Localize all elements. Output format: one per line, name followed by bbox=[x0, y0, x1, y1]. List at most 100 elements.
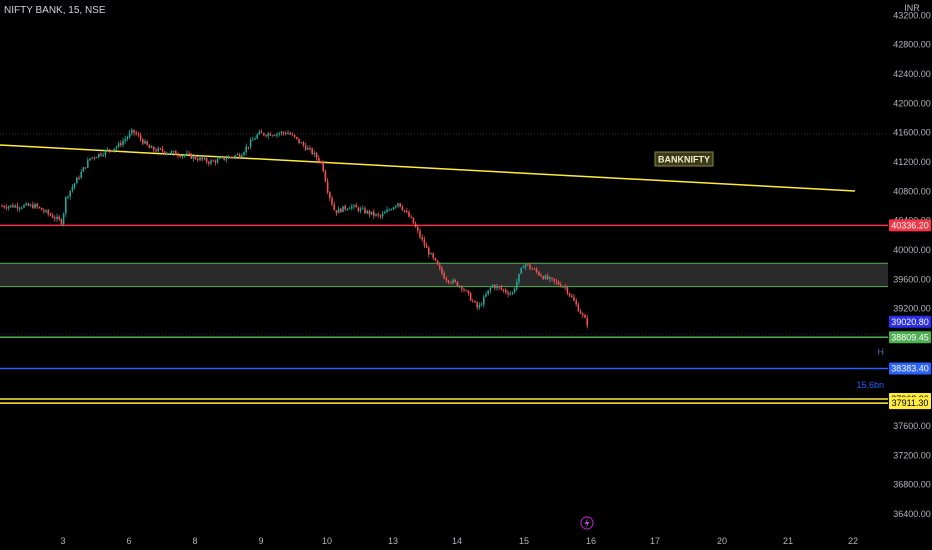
candle-body bbox=[518, 273, 520, 282]
annotation-label: BANKNIFTY bbox=[658, 155, 710, 165]
level-price-tag: 38809.45 bbox=[891, 332, 929, 342]
y-tick-label: 41200.00 bbox=[893, 157, 931, 167]
candle-body bbox=[309, 147, 311, 149]
candle-body bbox=[1, 206, 3, 207]
candle-body bbox=[478, 304, 481, 308]
candle-body bbox=[56, 216, 58, 220]
candle-body bbox=[388, 209, 390, 211]
candle-body bbox=[428, 247, 430, 255]
candle-body bbox=[106, 149, 109, 151]
candle-body bbox=[546, 275, 549, 280]
candle-body bbox=[95, 157, 98, 159]
candle-body bbox=[71, 187, 74, 191]
candle-body bbox=[214, 160, 217, 163]
candle-body bbox=[137, 134, 140, 136]
candle-body bbox=[98, 153, 100, 158]
candle-body bbox=[375, 214, 377, 216]
candle-body bbox=[263, 133, 265, 136]
candle-body bbox=[346, 208, 349, 210]
candle-body bbox=[161, 149, 164, 152]
candle-body bbox=[285, 133, 287, 135]
candle-body bbox=[329, 192, 331, 198]
candle-body bbox=[298, 138, 300, 143]
level-price-tag: 40336.20 bbox=[891, 220, 929, 230]
candle-body bbox=[370, 211, 373, 215]
candle-body bbox=[377, 214, 379, 216]
candle-body bbox=[463, 289, 465, 291]
candle-body bbox=[148, 144, 151, 149]
candle-body bbox=[500, 287, 503, 290]
candle-body bbox=[117, 143, 120, 147]
candle-body bbox=[335, 210, 338, 214]
candle-body bbox=[89, 158, 91, 161]
candle-body bbox=[357, 207, 360, 211]
level-price-tag: 37911.30 bbox=[892, 398, 929, 408]
candle-body bbox=[542, 276, 544, 280]
candle-body bbox=[40, 207, 43, 211]
candle-body bbox=[111, 150, 113, 152]
candle-body bbox=[49, 213, 52, 216]
candle-body bbox=[384, 212, 386, 214]
candle-body bbox=[390, 209, 393, 211]
candle-body bbox=[516, 281, 518, 290]
candle-body bbox=[430, 253, 432, 255]
candle-body bbox=[276, 133, 278, 136]
chart-grid bbox=[0, 133, 888, 335]
candle-body bbox=[443, 273, 445, 279]
candle-body bbox=[243, 152, 245, 156]
candle-body bbox=[25, 203, 27, 206]
candle-body bbox=[186, 153, 188, 156]
candle-body bbox=[535, 269, 538, 272]
candle-body bbox=[271, 135, 274, 137]
horizontal-levels bbox=[0, 224, 888, 404]
candle-body bbox=[302, 142, 305, 146]
candle-body bbox=[419, 230, 421, 238]
candle-body bbox=[436, 260, 439, 265]
level-price-tag-bg bbox=[889, 219, 931, 232]
candle-body bbox=[342, 206, 344, 213]
candle-body bbox=[397, 203, 399, 206]
candle-body bbox=[212, 160, 214, 162]
currency-label: INR bbox=[904, 3, 920, 13]
candle-body bbox=[524, 264, 527, 268]
candle-body bbox=[16, 205, 19, 209]
candle-body bbox=[344, 206, 346, 210]
candle-body bbox=[155, 150, 157, 152]
candle-body bbox=[230, 156, 232, 158]
candle-body bbox=[560, 284, 562, 287]
candle-body bbox=[104, 150, 107, 155]
candle-body bbox=[7, 206, 10, 209]
candle-body bbox=[133, 129, 135, 133]
candle-body bbox=[124, 139, 126, 141]
candle-body bbox=[551, 277, 553, 279]
candle-body bbox=[406, 210, 408, 213]
x-tick-label: 6 bbox=[126, 536, 131, 546]
candle-body bbox=[324, 171, 327, 182]
candle-body bbox=[54, 217, 56, 220]
lightning-icon bbox=[580, 516, 594, 530]
candle-body bbox=[441, 267, 443, 274]
candle-body bbox=[172, 151, 175, 153]
candle-body bbox=[126, 137, 129, 140]
candle-body bbox=[540, 274, 542, 277]
candle-body bbox=[331, 197, 333, 205]
candle-body bbox=[188, 153, 190, 155]
candle-body bbox=[566, 286, 569, 294]
candle-body bbox=[439, 264, 441, 268]
y-tick-label: 39200.00 bbox=[893, 304, 931, 314]
candle-body bbox=[359, 208, 362, 211]
candle-body bbox=[183, 155, 186, 157]
candle-body bbox=[573, 297, 575, 301]
candle-body bbox=[181, 155, 184, 157]
candle-body bbox=[128, 133, 131, 138]
y-tick-label: 41600.00 bbox=[893, 128, 931, 138]
candle-body bbox=[146, 141, 148, 145]
candle-body bbox=[73, 183, 76, 188]
candle-body bbox=[260, 131, 263, 134]
candle-body bbox=[529, 264, 531, 269]
candle-body bbox=[221, 157, 223, 159]
candle-body bbox=[474, 301, 476, 303]
candle-body bbox=[313, 153, 316, 155]
candle-body bbox=[159, 148, 162, 150]
